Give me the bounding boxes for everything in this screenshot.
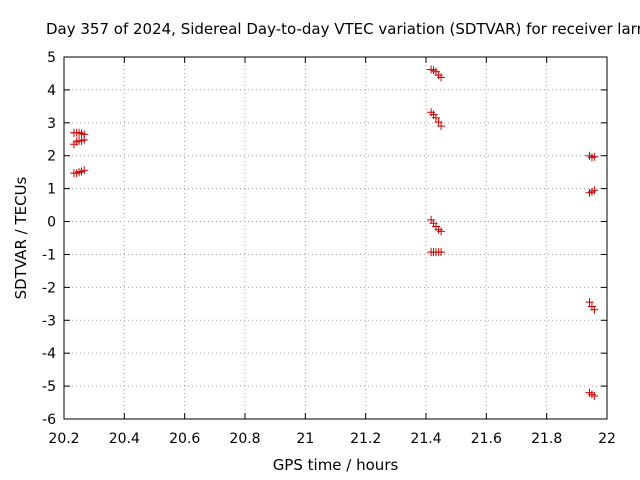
y-tick-label: -6 [42,412,56,428]
data-point-marker [590,152,599,161]
x-tick-label: 21 [296,431,314,447]
data-point-marker [80,166,89,175]
data-point-marker [437,122,446,131]
x-tick-label: 21.4 [410,431,441,447]
data-points [69,65,599,400]
y-axis-label: SDTVAR / TECUs [12,176,30,300]
y-tick-label: 0 [47,215,56,231]
y-tick-label: -4 [42,346,56,362]
y-tick-label: 2 [47,149,56,165]
x-axis-tick-labels: 20.2 20.4 20.6 20.8 21 21.2 21.4 21.6 21.8 22 [48,431,616,447]
x-tick-label: 22 [598,431,616,447]
x-tick-label: 21.6 [471,431,502,447]
grid-lines [64,57,607,419]
data-point-marker [431,113,440,122]
data-point-marker [437,227,446,236]
data-point-marker [590,391,599,400]
data-point-marker [585,298,594,307]
y-axis-tick-labels: -6 -5 -4 -3 -2 -1 0 1 2 3 4 5 [42,50,56,428]
y-tick-label: 3 [47,116,56,132]
data-point-marker [590,186,599,195]
y-tick-label: 4 [47,83,56,99]
data-point-marker [80,135,89,144]
x-tick-label: 21.2 [350,431,381,447]
y-tick-label: -3 [42,313,56,329]
x-tick-label: 20.6 [169,431,200,447]
plot-frame [63,56,608,420]
x-tick-label: 21.8 [531,431,562,447]
x-axis-label: GPS time / hours [272,456,399,474]
chart-title: Day 357 of 2024, Sidereal Day-to-day VTE… [46,20,640,38]
data-point-marker [590,305,599,314]
y-tick-label: -1 [42,247,56,263]
x-tick-label: 20.8 [229,431,260,447]
data-point-marker [437,248,446,257]
data-point-marker [437,73,446,82]
y-tick-label: 5 [47,50,56,66]
x-tick-label: 20.4 [109,431,140,447]
x-tick-label: 20.2 [48,431,79,447]
y-tick-label: 1 [47,182,56,198]
y-tick-label: -2 [42,280,56,296]
axis-ticks [63,56,608,420]
y-tick-label: -5 [42,379,56,395]
